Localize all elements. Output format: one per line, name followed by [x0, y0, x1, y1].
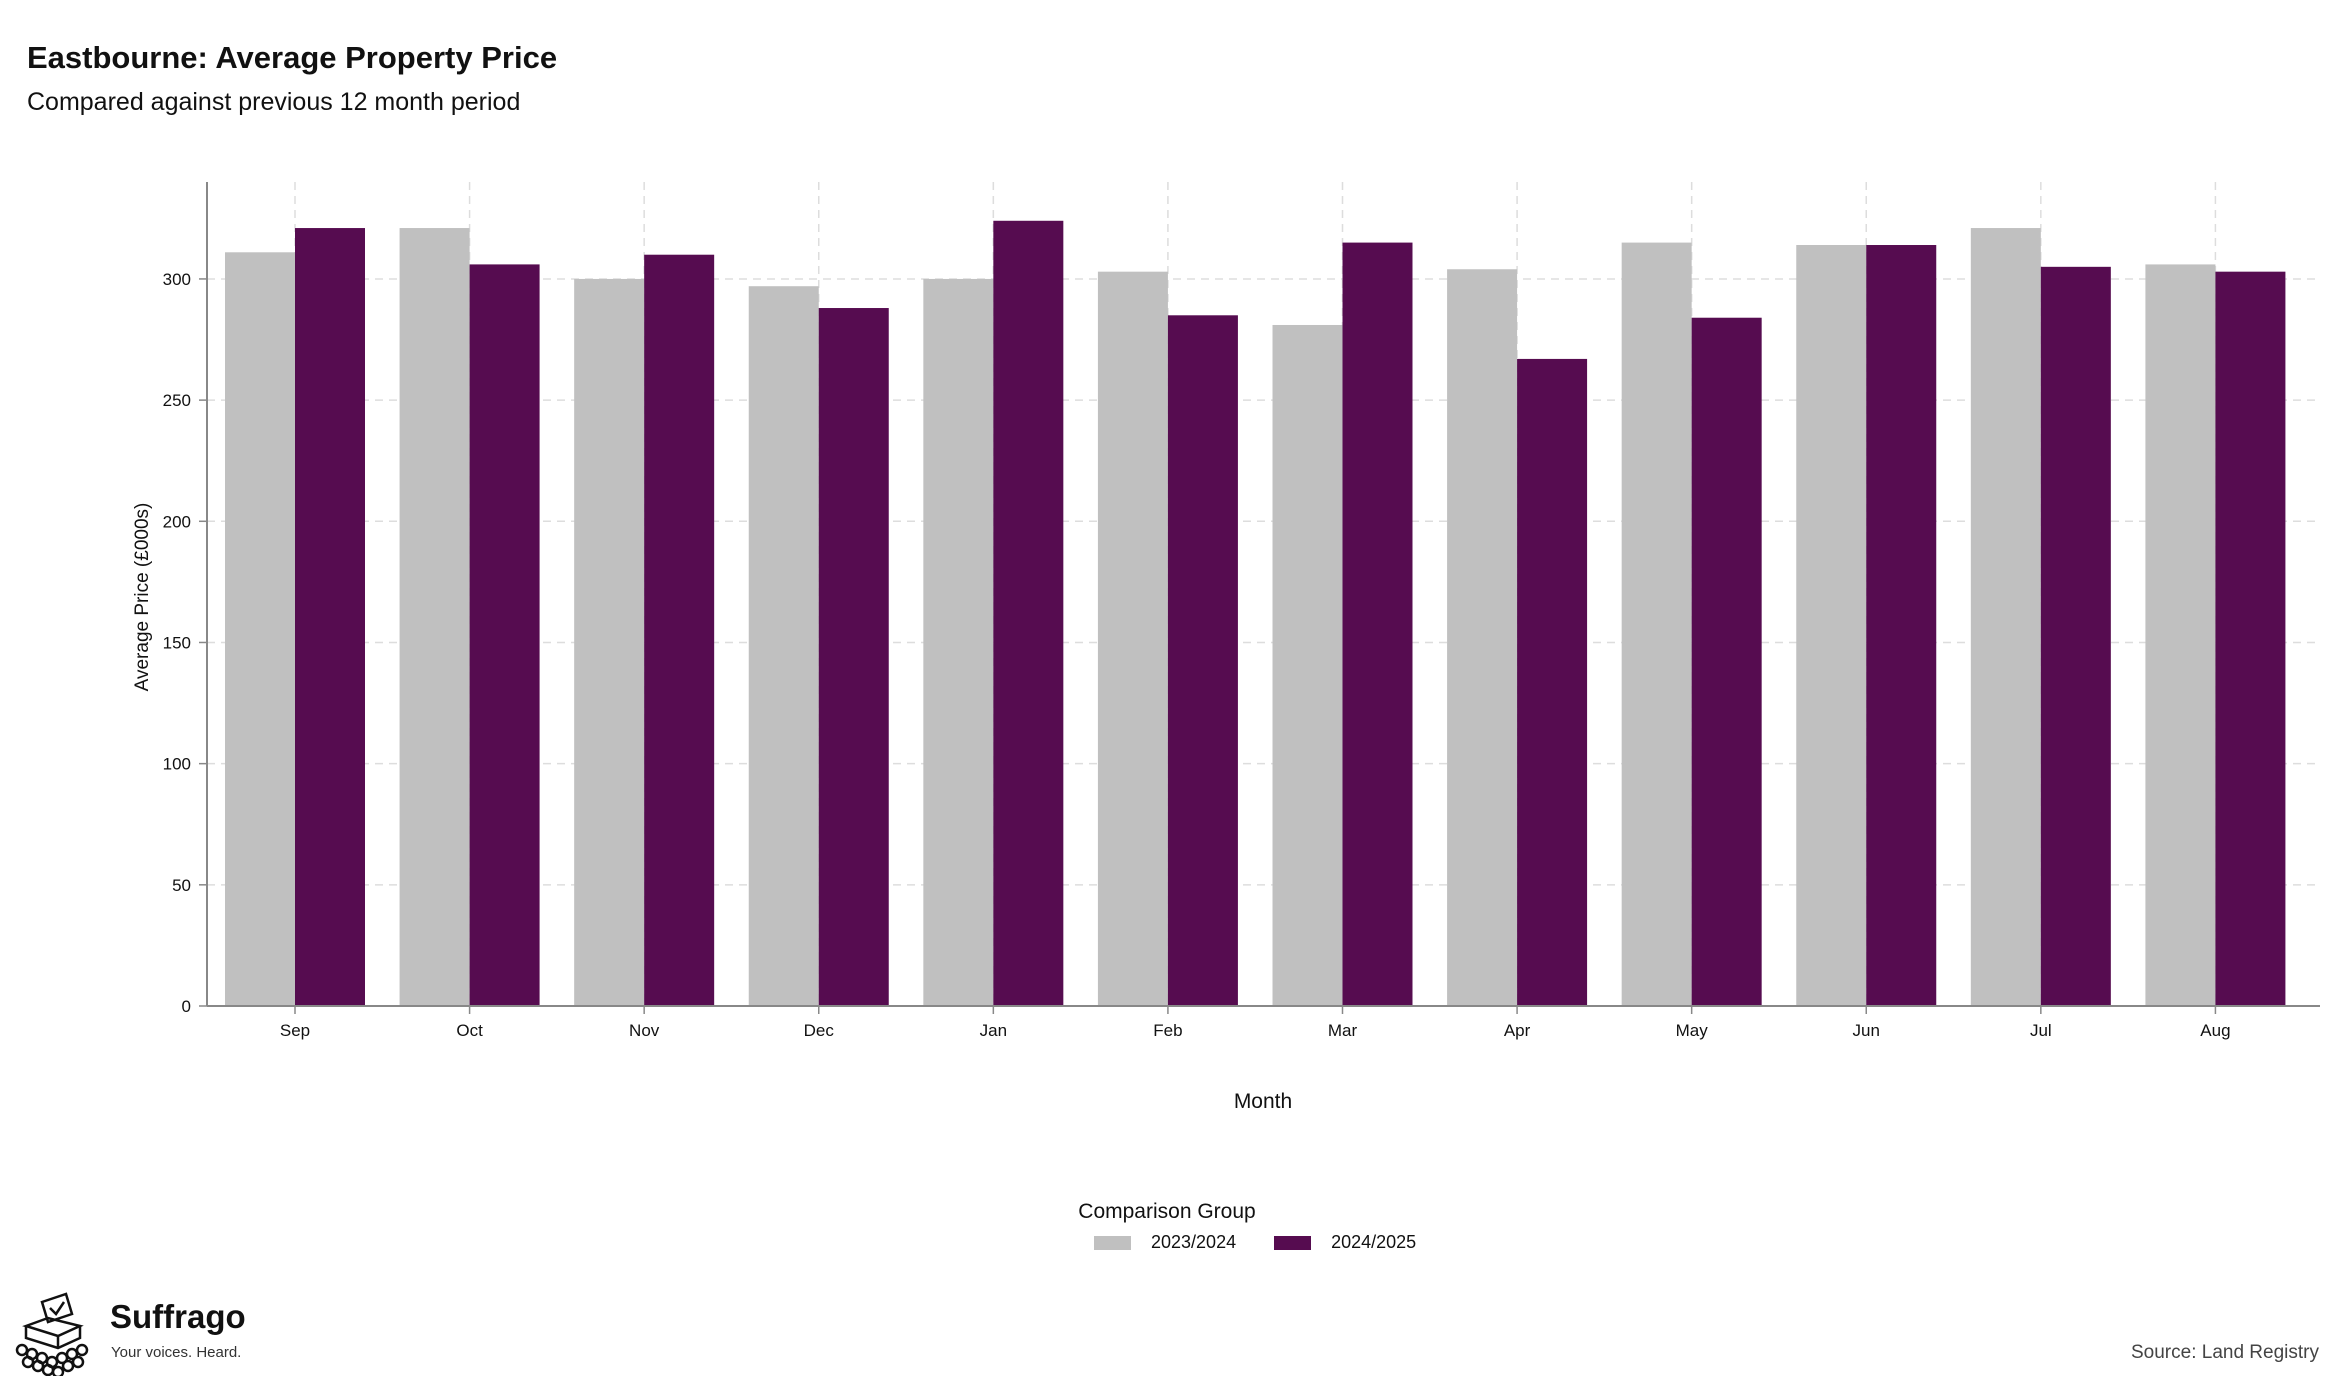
x-tick-label-jun: Jun: [1853, 1021, 1880, 1040]
bar-2023-2024-feb: [1097, 271, 1168, 1006]
x-tick-label-feb: Feb: [1153, 1021, 1182, 1040]
bar-2024-2025-apr: [1517, 358, 1588, 1007]
legend-label-2024-2025: 2024/2025: [1331, 1232, 1417, 1252]
legend-title: Comparison Group: [1078, 1200, 1256, 1223]
bar-2023-2024-may: [1621, 242, 1692, 1006]
bar-2024-2025-oct: [469, 264, 540, 1006]
bar-2024-2025-feb: [1167, 315, 1238, 1006]
x-tick-label-dec: Dec: [804, 1021, 835, 1040]
y-tick-label: 0: [182, 997, 191, 1016]
x-tick-label-oct: Oct: [456, 1021, 483, 1040]
y-tick-label: 100: [163, 755, 191, 774]
chart-subtitle: Compared against previous 12 month perio…: [27, 88, 521, 116]
bar-2024-2025-jul: [2040, 266, 2111, 1007]
y-tick-label: 200: [163, 512, 191, 531]
bar-2024-2025-sep: [295, 228, 365, 1006]
y-tick-label: 150: [163, 633, 191, 652]
legend-swatch-2024-2025: [1274, 1235, 1312, 1250]
legend-swatch-2023-2024: [1094, 1235, 1131, 1250]
bar-2023-2024-jun: [1796, 245, 1867, 1006]
bar-2023-2024-jan: [923, 278, 994, 1006]
chart-title: Eastbourne: Average Property Price: [27, 40, 558, 75]
bar-2023-2024-mar: [1272, 324, 1343, 1006]
tick-labels: 0 50 100 150 200 250 300 Sep Oct Nov Dec Jan Feb Mar A…: [163, 270, 2231, 1040]
brand-name: Suffrago: [110, 1298, 246, 1335]
ballot-box-icon: [14, 1292, 106, 1376]
bar-2024-2025-may: [1691, 317, 1762, 1006]
y-tick-label: 250: [163, 391, 191, 410]
y-axis-label: Average Price (£000s): [132, 503, 153, 692]
y-tick-label: 50: [172, 876, 191, 895]
legend: 2023/2024 2024/2025: [1094, 1232, 1454, 1253]
x-tick-label-apr: Apr: [1504, 1021, 1531, 1040]
bar-2023-2024-nov: [574, 278, 645, 1006]
legend-item-2024-2025: 2024/2025: [1274, 1232, 1416, 1253]
bar-2024-2025-jan: [993, 220, 1064, 1006]
bar-2023-2024-apr: [1447, 269, 1518, 1006]
x-tick-label-jan: Jan: [980, 1021, 1007, 1040]
bar-2024-2025-jun: [1866, 245, 1937, 1006]
source-note: Source: Land Registry: [2131, 1342, 2319, 1363]
x-tick-label-mar: Mar: [1328, 1021, 1358, 1040]
x-axis-label: Month: [1234, 1090, 1292, 1113]
bar-2023-2024-aug: [2145, 264, 2216, 1006]
x-tick-label-sep: Sep: [280, 1021, 310, 1040]
bars: [225, 220, 2286, 1007]
x-tick-label-jul: Jul: [2030, 1021, 2052, 1040]
bar-2024-2025-mar: [1342, 242, 1413, 1006]
legend-item-2023-2024: 2023/2024: [1094, 1232, 1236, 1253]
bar-2023-2024-jul: [1970, 228, 2041, 1006]
brand-tagline: Your voices. Heard.: [111, 1344, 242, 1361]
bar-2024-2025-nov: [644, 254, 715, 1007]
x-tick-label-aug: Aug: [2200, 1021, 2230, 1040]
bar-2023-2024-oct: [399, 228, 470, 1006]
bar-2024-2025-aug: [2215, 271, 2286, 1006]
axes: [199, 182, 2320, 1014]
bar-2024-2025-dec: [818, 308, 889, 1006]
legend-label-2023-2024: 2023/2024: [1151, 1232, 1237, 1252]
bar-2023-2024-sep: [225, 252, 295, 1006]
x-tick-label-may: May: [1676, 1021, 1709, 1040]
x-tick-label-nov: Nov: [629, 1021, 660, 1040]
y-tick-label: 300: [163, 270, 191, 289]
bar-2023-2024-dec: [748, 286, 819, 1006]
